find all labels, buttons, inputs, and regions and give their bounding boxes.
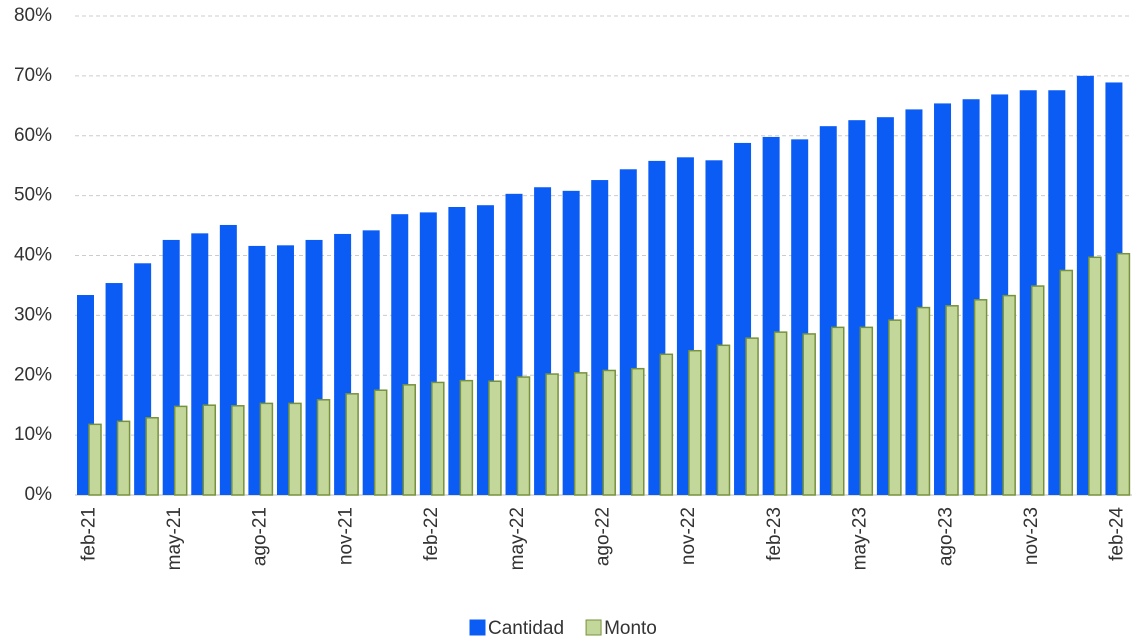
x-tick-label: ago-23 [935,507,956,566]
bar [345,393,359,496]
y-tick-label: 60% [14,125,52,146]
x-tick-label: nov-22 [678,507,699,565]
bar [173,405,188,496]
bar [231,405,245,496]
bar [88,423,102,496]
bar [802,333,816,496]
x-tick-label: feb-23 [764,507,785,561]
bar [1059,269,1074,496]
x-tick-label: may-22 [507,507,528,570]
bar [459,379,474,496]
bar [973,299,988,496]
legend-label: Cantidad [488,618,564,639]
bar [573,372,588,496]
legend-swatch [469,619,486,636]
bar [431,381,445,496]
legend-label: Monto [604,618,657,639]
bar [116,420,131,496]
bar [716,344,731,496]
bar [488,380,502,496]
bar [859,326,874,496]
x-tick-label: ago-21 [250,507,271,566]
x-tick-label: nov-23 [1021,507,1042,565]
x-tick-label: feb-21 [78,507,99,561]
bar [202,404,217,496]
bar [1002,294,1016,496]
bar [373,389,388,496]
bar [316,399,331,496]
bar [288,402,302,496]
bar [688,349,702,496]
y-tick-label: 20% [14,364,52,385]
bar [402,384,416,496]
bar [1088,256,1102,496]
bar [773,331,788,496]
bar [1116,252,1131,496]
bar [1030,285,1045,496]
x-tick-label: feb-24 [1107,507,1128,561]
y-tick-label: 50% [14,185,52,206]
bar [659,353,674,496]
bar [259,402,274,496]
bar [916,306,931,496]
x-tick-label: nov-21 [335,507,356,565]
y-tick-label: 0% [25,484,53,505]
bar [631,367,645,496]
x-tick-label: may-23 [850,507,871,570]
bar [545,373,559,496]
y-tick-label: 80% [14,5,52,26]
x-tick-label: feb-22 [421,507,442,561]
x-tick-label: may-21 [164,507,185,570]
bar [945,305,959,496]
y-tick-label: 40% [14,245,52,266]
y-tick-label: 30% [14,304,52,325]
bar [516,376,531,496]
y-tick-label: 10% [14,424,52,445]
y-tick-label: 70% [14,65,52,86]
bar [602,369,616,496]
legend-swatch [585,619,602,636]
bar [145,417,159,496]
bar [888,319,902,496]
bar [745,337,759,496]
x-tick-label: ago-22 [593,507,614,566]
bar [831,326,845,496]
